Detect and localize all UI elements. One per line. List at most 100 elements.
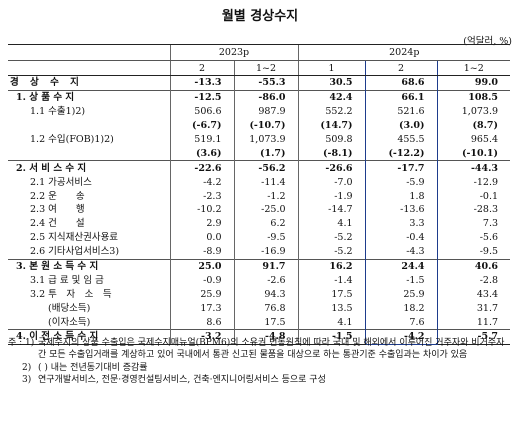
cell-value: -14.7 (297, 203, 366, 217)
cell-value: 94.3 (233, 287, 299, 302)
cell-value: (8.7) (436, 118, 511, 133)
cell-value: -5.6 (436, 230, 511, 245)
cell-value: 11.7 (436, 315, 511, 330)
cell-value: -13.3 (169, 75, 234, 91)
cell-value: -0.4 (364, 230, 438, 245)
table-row: 3.1 급 료 및 임 금 -0.9 -2.6 -1.4 -1.5 -2.8 (8, 273, 511, 288)
row-label: 2. 서 비 스 수 지 (8, 160, 170, 176)
table-row: 2.6 기타사업서비스3) -8.9 -16.9 -5.2 -4.3 -9.5 (8, 244, 511, 260)
footnote-text: 연구개발서비스, 전문·경영컨설팅서비스, 건축·엔지니어링서비스 등으로 구성 (38, 375, 326, 386)
table-row: 1. 상 품 수 지 -12.5 -86.0 42.4 66.1 108.5 (8, 89, 511, 105)
cell-value: -17.7 (364, 160, 438, 176)
cell-value: 1,073.9 (233, 132, 299, 147)
cell-value: -3.2 (169, 329, 234, 345)
cell-value: -2.8 (436, 273, 511, 288)
row-label: 3. 본 원 소 득 수 지 (8, 258, 170, 274)
cell-value: (-8.1) (297, 146, 366, 161)
cell-value: -2.6 (233, 273, 299, 288)
cell-value: 30.5 (297, 75, 366, 91)
unit-label: (억달러, %) (463, 36, 512, 47)
table-row: 1.1 수출1)2) 506.6 987.9 552.2 521.6 1,073.9 (8, 104, 511, 119)
cell-value: -4.2 (169, 175, 234, 190)
table-row: (-6.7) (-10.7) (14.7) (3.0) (8.7) (8, 118, 511, 133)
cell-value: (-10.1) (436, 146, 511, 161)
cell-value: -7.0 (297, 175, 366, 190)
current-account-table: 2023p 2024p 2 1~2 1 2 1~2 경 상 수 지 -13.3 -5… (8, 44, 511, 345)
cell-value: 99.0 (436, 75, 511, 91)
page-title: 월별 경상수지 (221, 9, 299, 24)
table-body: 경 상 수 지 -13.3 -55.3 30.5 68.6 99.0 1. 상 품 수 지-… (8, 75, 511, 345)
row-label: 2.3 여 행 (30, 204, 85, 216)
table-row: 2.3 여 행 -10.2 -25.0 -14.7 -13.6 -28.3 (8, 203, 511, 217)
cell-value: 1,073.9 (436, 104, 511, 119)
cell-value: 17.3 (169, 301, 234, 316)
header-col-highlight: 2 (364, 60, 438, 76)
cell-value: 552.2 (297, 104, 366, 119)
cell-value: 7.3 (436, 216, 511, 231)
cell-value: -5.7 (436, 329, 511, 345)
cell-value: 42.4 (297, 89, 366, 105)
table-row: (배당소득) 17.3 76.8 13.5 18.2 31.7 (8, 301, 511, 316)
cell-value: 8.6 (169, 315, 234, 330)
cell-value: 25.9 (169, 287, 234, 302)
cell-value: (3.6) (169, 146, 234, 161)
cell-value: 7.6 (364, 315, 438, 330)
cell-value: 18.2 (364, 301, 438, 316)
cell-value: -28.3 (436, 203, 511, 217)
footnote-text: ( ) 내는 전년동기대비 증감률 (38, 362, 148, 373)
cell-value: -1.9 (297, 189, 366, 204)
cell-value: 4.1 (297, 315, 366, 330)
footnotes: 주 : 1) 국제수지의 상품 수출입은 국제수지매뉴얼(BPM6)의 소유권 … (8, 337, 512, 387)
table-row: 경 상 수 지 -13.3 -55.3 30.5 68.6 99.0 (8, 75, 511, 91)
cell-value: 6.2 (233, 216, 299, 231)
table-row: 2.4 건 설 2.9 6.2 4.1 3.3 7.3 (8, 216, 511, 231)
row-label: 1. 상 품 수 지 (8, 89, 170, 105)
table-row: 4. 이 전 소 득 수 지 -3.2 -4.8 -1.5 -4.2 -5.7 (8, 329, 511, 345)
cell-value: 68.6 (364, 75, 438, 91)
cell-value: -1.5 (364, 273, 438, 288)
cell-value: -1.2 (233, 189, 299, 204)
table-row: 2.1 가공서비스 -4.2 -11.4 -7.0 -5.9 -12.9 (8, 175, 511, 190)
cell-value: -12.9 (436, 175, 511, 190)
cell-value: (1.7) (233, 146, 299, 161)
cell-value: -86.0 (233, 89, 299, 105)
cell-value: 0.0 (169, 230, 234, 245)
cell-value: 506.6 (169, 104, 234, 119)
row-label: 경 상 수 지 (8, 75, 170, 91)
row-label (8, 146, 170, 160)
cell-value: -2.3 (169, 189, 234, 204)
row-label: (이자소득) (48, 316, 91, 328)
cell-value: (-6.7) (169, 118, 234, 133)
cell-value: -9.5 (233, 230, 299, 245)
header-blank (8, 60, 170, 76)
cell-value: 91.7 (233, 258, 299, 274)
cell-value: 40.6 (436, 258, 511, 274)
table-row: 1.2 수입(FOB)1)2) 519.1 1,073.9 509.8 455.5 965… (8, 132, 511, 147)
cell-value: -13.6 (364, 203, 438, 217)
cell-value: 108.5 (436, 89, 511, 105)
cell-value: 24.4 (364, 258, 438, 274)
row-label: 3.2 투 자 소 득 (30, 288, 112, 300)
header-year-2023: 2023p (169, 44, 299, 61)
cell-value: -9.5 (436, 244, 511, 260)
table-row: 2.2 운 송 -2.3 -1.2 -1.9 1.8 -0.1 (8, 189, 511, 204)
row-label: 4. 이 전 소 득 수 지 (8, 329, 170, 345)
table-row: 2. 서 비 스 수 지 -22.6 -56.2 -26.6 -17.7 -44.3 (8, 160, 511, 176)
header-col: 1 (297, 60, 366, 76)
cell-value: 17.5 (233, 315, 299, 330)
footnote-2: 2) ( ) 내는 전년동기대비 증감률 (8, 362, 512, 374)
cell-value: (-12.2) (364, 146, 438, 161)
cell-value: (-10.7) (233, 118, 299, 133)
row-label: 2.2 운 송 (30, 190, 85, 202)
cell-value: (14.7) (297, 118, 366, 133)
row-label (8, 119, 170, 133)
table-row: (3.6) (1.7) (-8.1) (-12.2) (-10.1) (8, 146, 511, 161)
cell-value: -44.3 (436, 160, 511, 176)
cell-value: 16.2 (297, 258, 366, 274)
cell-value: 17.5 (297, 287, 366, 302)
cell-value: -5.9 (364, 175, 438, 190)
row-label: 2.5 지식재산권사용료 (30, 232, 119, 244)
row-label: 2.6 기타사업서비스3) (30, 246, 120, 258)
cell-value: -0.1 (436, 189, 511, 204)
table-row: 3.2 투 자 소 득 25.9 94.3 17.5 25.9 43.4 (8, 287, 511, 302)
